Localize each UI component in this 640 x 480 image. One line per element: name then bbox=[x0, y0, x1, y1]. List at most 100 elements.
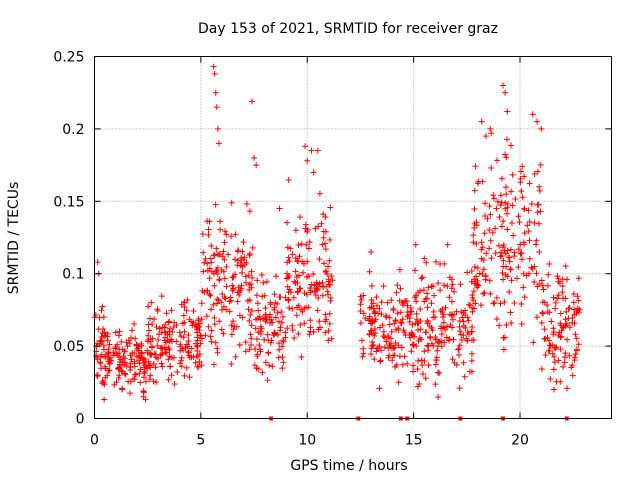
data-point bbox=[471, 187, 478, 194]
data-point bbox=[471, 305, 478, 312]
data-point bbox=[294, 289, 301, 296]
data-point bbox=[458, 336, 465, 343]
data-point bbox=[449, 316, 456, 323]
data-point bbox=[494, 157, 501, 164]
data-point bbox=[563, 308, 570, 315]
data-point bbox=[308, 147, 315, 154]
data-point bbox=[503, 191, 510, 198]
data-point bbox=[509, 171, 516, 178]
data-point bbox=[520, 284, 527, 291]
data-point bbox=[275, 340, 282, 347]
data-point bbox=[94, 372, 101, 379]
data-point bbox=[325, 328, 332, 335]
data-point bbox=[525, 228, 532, 235]
data-point bbox=[482, 276, 489, 283]
data-point bbox=[447, 321, 454, 328]
data-point bbox=[368, 248, 375, 255]
data-point bbox=[445, 337, 452, 344]
data-point bbox=[393, 289, 400, 296]
data-point bbox=[392, 317, 399, 324]
data-point bbox=[413, 298, 420, 305]
data-point bbox=[312, 291, 319, 298]
data-point bbox=[430, 308, 437, 315]
data-point bbox=[204, 218, 211, 225]
data-point bbox=[285, 297, 292, 304]
data-point bbox=[286, 272, 293, 279]
data-point bbox=[299, 258, 306, 265]
data-point bbox=[562, 316, 569, 323]
data-point bbox=[136, 352, 143, 359]
data-point bbox=[461, 373, 468, 380]
data-point bbox=[415, 357, 422, 364]
data-point bbox=[266, 313, 273, 320]
data-point bbox=[559, 289, 566, 296]
data-point bbox=[295, 288, 302, 295]
data-point bbox=[243, 279, 250, 286]
data-point bbox=[536, 187, 543, 194]
data-point bbox=[198, 362, 205, 369]
data-point bbox=[204, 260, 211, 267]
data-point bbox=[204, 287, 211, 294]
data-point bbox=[166, 331, 173, 338]
data-point bbox=[418, 275, 425, 282]
data-point bbox=[185, 352, 192, 359]
data-point bbox=[326, 257, 333, 264]
data-point bbox=[99, 330, 106, 337]
data-point bbox=[319, 292, 326, 299]
data-point bbox=[212, 268, 219, 275]
data-point bbox=[258, 272, 265, 279]
data-point bbox=[499, 244, 506, 251]
data-point bbox=[285, 296, 292, 303]
data-point bbox=[322, 240, 329, 247]
data-point bbox=[392, 363, 399, 370]
data-point bbox=[221, 239, 228, 246]
y-tick-label: 0.25 bbox=[53, 50, 84, 66]
data-point bbox=[221, 275, 228, 282]
data-point bbox=[245, 272, 252, 279]
data-point bbox=[456, 385, 463, 392]
data-point bbox=[407, 334, 414, 341]
data-point bbox=[307, 317, 314, 324]
data-point bbox=[507, 142, 514, 149]
data-point bbox=[424, 320, 431, 327]
data-point bbox=[304, 157, 311, 164]
data-point bbox=[399, 302, 406, 309]
data-point bbox=[183, 307, 190, 314]
data-point bbox=[421, 348, 428, 355]
y-tick-label: 0.05 bbox=[53, 339, 84, 355]
data-point bbox=[498, 223, 505, 230]
data-point bbox=[153, 323, 160, 330]
data-point bbox=[425, 284, 432, 291]
data-point bbox=[284, 244, 291, 251]
data-point bbox=[539, 282, 546, 289]
data-point bbox=[226, 308, 233, 315]
data-point bbox=[414, 383, 421, 390]
data-point bbox=[559, 276, 566, 283]
data-point bbox=[555, 332, 562, 339]
data-point bbox=[181, 319, 188, 326]
data-point bbox=[443, 323, 450, 330]
data-point bbox=[517, 168, 524, 175]
data-point bbox=[159, 349, 166, 356]
data-point bbox=[271, 291, 278, 298]
data-point bbox=[465, 317, 472, 324]
data-point bbox=[254, 277, 261, 284]
data-point bbox=[470, 337, 477, 344]
data-point bbox=[320, 228, 327, 235]
data-point bbox=[295, 330, 302, 337]
data-point bbox=[395, 379, 402, 386]
data-point bbox=[173, 338, 180, 345]
x-tick-label: 15 bbox=[405, 433, 423, 449]
data-point bbox=[247, 331, 254, 338]
data-point bbox=[242, 273, 249, 280]
data-point bbox=[538, 277, 545, 284]
data-point bbox=[446, 311, 453, 318]
data-point bbox=[550, 366, 557, 373]
data-point bbox=[199, 231, 206, 238]
data-point bbox=[374, 345, 381, 352]
data-point bbox=[247, 311, 254, 318]
data-point bbox=[221, 256, 228, 263]
data-point bbox=[396, 266, 403, 273]
data-point bbox=[573, 346, 580, 353]
data-point bbox=[479, 244, 486, 251]
